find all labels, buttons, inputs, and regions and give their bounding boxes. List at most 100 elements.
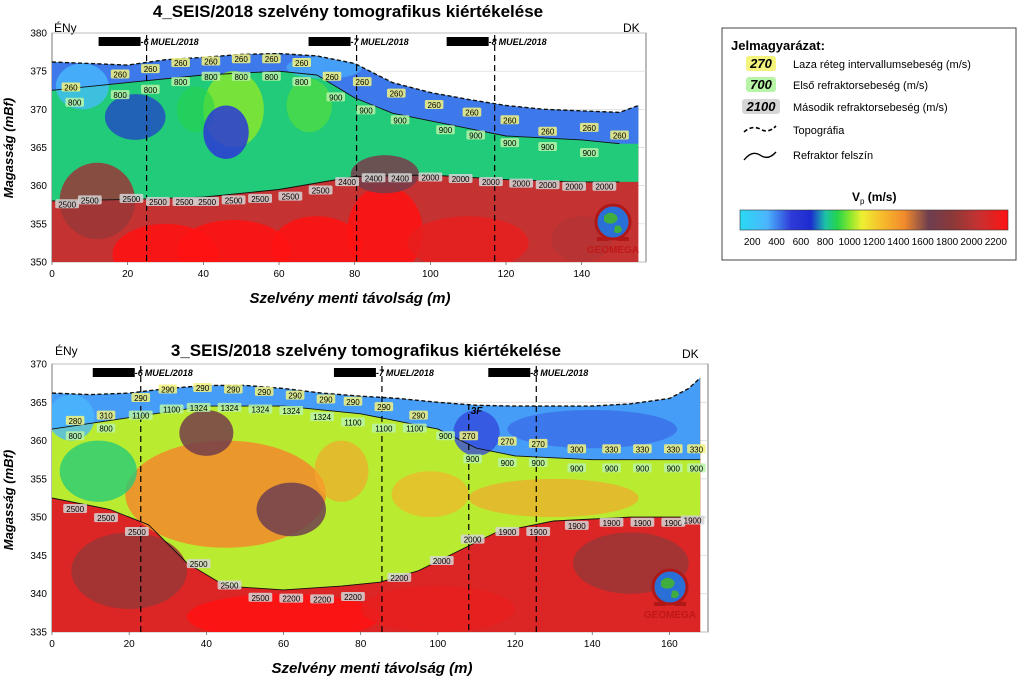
loose-layer-velocity-label: 260 xyxy=(427,101,441,110)
loose-layer-velocity-label: 270 xyxy=(532,440,546,449)
loose-layer-velocity-label-bg xyxy=(224,384,243,394)
borehole-name: MUEL/2018 xyxy=(151,37,199,47)
loose-layer-velocity-label-bg xyxy=(528,438,548,448)
loose-layer-velocity-label-bg xyxy=(322,71,342,81)
second-refractor-velocity-label-bg xyxy=(592,181,617,191)
borehole-number: -6 xyxy=(141,37,150,47)
loose-layer-velocity-label: 260 xyxy=(144,65,158,74)
legend-value-second: 2100 xyxy=(746,99,777,114)
colorbar-tick-label: 800 xyxy=(817,237,834,248)
legend-text-first: Első refraktorsebeség (m/s) xyxy=(793,80,928,92)
velocity-anomaly xyxy=(360,586,516,632)
loose-layer-velocity-label: 290 xyxy=(161,386,175,395)
loose-layer-velocity-label-bg xyxy=(96,410,116,420)
first-refractor-velocity-label: 1100 xyxy=(163,405,181,414)
loose-layer-velocity-label-bg xyxy=(500,115,520,125)
x-tick-label: 140 xyxy=(573,269,590,280)
first-refractor-velocity-label-bg xyxy=(159,404,184,414)
first-refractor-velocity-label-bg xyxy=(262,71,281,81)
legend-item-refractor: Refraktor felszín xyxy=(743,150,873,162)
refractor-line-lower xyxy=(51,497,701,591)
first-refractor-velocity-label: 800 xyxy=(174,78,188,87)
redacted-bar xyxy=(333,368,376,377)
first-refractor-velocity-label: 800 xyxy=(113,91,127,100)
x-tick-label: 80 xyxy=(349,269,361,280)
velocity-anomaly xyxy=(286,78,332,133)
first-refractor-velocity-label-bg xyxy=(279,405,304,415)
first-refractor-velocity-label: 1324 xyxy=(313,413,331,422)
continent-shape xyxy=(614,225,622,234)
velocity-labels-3: 2500 2500 2500 2500 2500 2500 2200 2200 2200 2200… xyxy=(63,383,706,604)
first-refractor-velocity-label-bg xyxy=(186,402,211,412)
loose-layer-velocity-label-bg xyxy=(633,444,652,454)
y-tick-label: 370 xyxy=(30,360,47,371)
first-refractor-velocity-label: 800 xyxy=(295,78,309,87)
second-refractor-velocity-label: 1900 xyxy=(603,519,621,528)
first-refractor-velocity-label: 900 xyxy=(501,459,515,468)
first-refractor-velocity-label: 900 xyxy=(690,464,704,473)
loose-layer-velocity-label: 260 xyxy=(541,128,555,137)
legend-swatch-second xyxy=(742,99,780,114)
second-refractor-velocity-label: 2000 xyxy=(512,180,530,189)
second-refractor-velocity-label-bg xyxy=(478,177,503,187)
second-refractor-velocity-label-bg xyxy=(308,185,333,195)
colorbar-title-sub: p xyxy=(860,197,865,206)
y-axis-label-3: Magasság (mBf) xyxy=(1,450,16,550)
second-refractor-velocity-label: 2500 xyxy=(149,198,167,207)
loose-layer-velocity-label: 290 xyxy=(196,384,210,393)
direction-right-4: DK xyxy=(623,21,640,35)
velocity-anomaly xyxy=(104,94,166,140)
first-refractor-velocity-label-bg xyxy=(633,463,652,473)
loose-layer-velocity-label: 330 xyxy=(690,445,704,454)
velocity-anomaly xyxy=(468,478,639,518)
velocity-anomaly xyxy=(507,409,678,449)
x-tick-label: 120 xyxy=(498,269,515,280)
first-refractor-velocity-label: 900 xyxy=(439,432,453,441)
first-refractor-velocity-label-bg xyxy=(171,77,190,87)
loose-layer-velocity-label-bg xyxy=(409,410,428,420)
second-refractor-velocity-label: 2500 xyxy=(97,514,115,523)
first-refractor-velocity-label: 900 xyxy=(583,149,597,158)
logo-text: GEOMEGA xyxy=(587,245,639,256)
velocity-field-3 xyxy=(52,377,701,632)
second-refractor-velocity-label: 2200 xyxy=(282,595,300,604)
second-refractor-velocity-label: 2000 xyxy=(565,183,583,192)
velocity-anomaly xyxy=(187,593,381,632)
first-refractor-velocity-label-bg xyxy=(498,458,517,468)
borehole-number: -7 xyxy=(376,368,385,378)
geomega-logo-3: GEOMEGA xyxy=(644,568,696,621)
second-refractor-velocity-label: 2500 xyxy=(123,195,141,204)
legend-text-topography: Topográfia xyxy=(793,125,845,137)
second-refractor-velocity-label-bg xyxy=(279,593,304,603)
loose-layer-velocity-label: 260 xyxy=(265,55,279,64)
second-refractor-velocity-label: 2400 xyxy=(338,178,356,187)
loose-layer-velocity-label-bg xyxy=(459,431,479,441)
first-refractor-velocity-label: 900 xyxy=(469,132,483,141)
first-refractor-velocity-label-bg xyxy=(538,142,557,151)
first-refractor-velocity-label: 1100 xyxy=(406,425,424,434)
first-refractor-velocity-label-bg xyxy=(463,454,482,464)
first-refractor-velocity-label-bg xyxy=(326,92,346,102)
first-refractor-velocity-label: 900 xyxy=(503,139,517,148)
y-tick-label: 350 xyxy=(30,513,47,524)
second-refractor-velocity-label: 2200 xyxy=(390,574,408,583)
first-refractor-velocity-label-bg xyxy=(110,90,130,100)
second-refractor-velocity-label-bg xyxy=(564,520,589,530)
y-tick-label: 355 xyxy=(30,474,47,485)
second-refractor-velocity-label: 2500 xyxy=(81,196,99,205)
loose-layer-velocity-label: 330 xyxy=(667,445,681,454)
velocity-anomaly xyxy=(179,409,234,456)
logo-foot-left xyxy=(597,237,609,241)
second-refractor-velocity-label: 2500 xyxy=(198,198,216,207)
loose-layer-velocity-label-bg xyxy=(610,130,629,140)
axis-ticks-4: 350 355 360 365 370 375 380 0 20 40 60 80 100 120 140 xyxy=(30,29,590,281)
first-refractor-velocity-label-bg xyxy=(356,105,376,115)
second-refractor-velocity-label-bg xyxy=(495,526,520,536)
second-refractor-velocity-label: 2000 xyxy=(452,175,470,184)
legend-swatch-first xyxy=(746,77,776,92)
second-refractor-velocity-label-bg xyxy=(278,191,303,201)
loose-layer-velocity-label: 300 xyxy=(570,445,584,454)
second-refractor-velocity-label: 2000 xyxy=(421,174,439,183)
second-refractor-velocity-label: 2000 xyxy=(482,178,500,187)
